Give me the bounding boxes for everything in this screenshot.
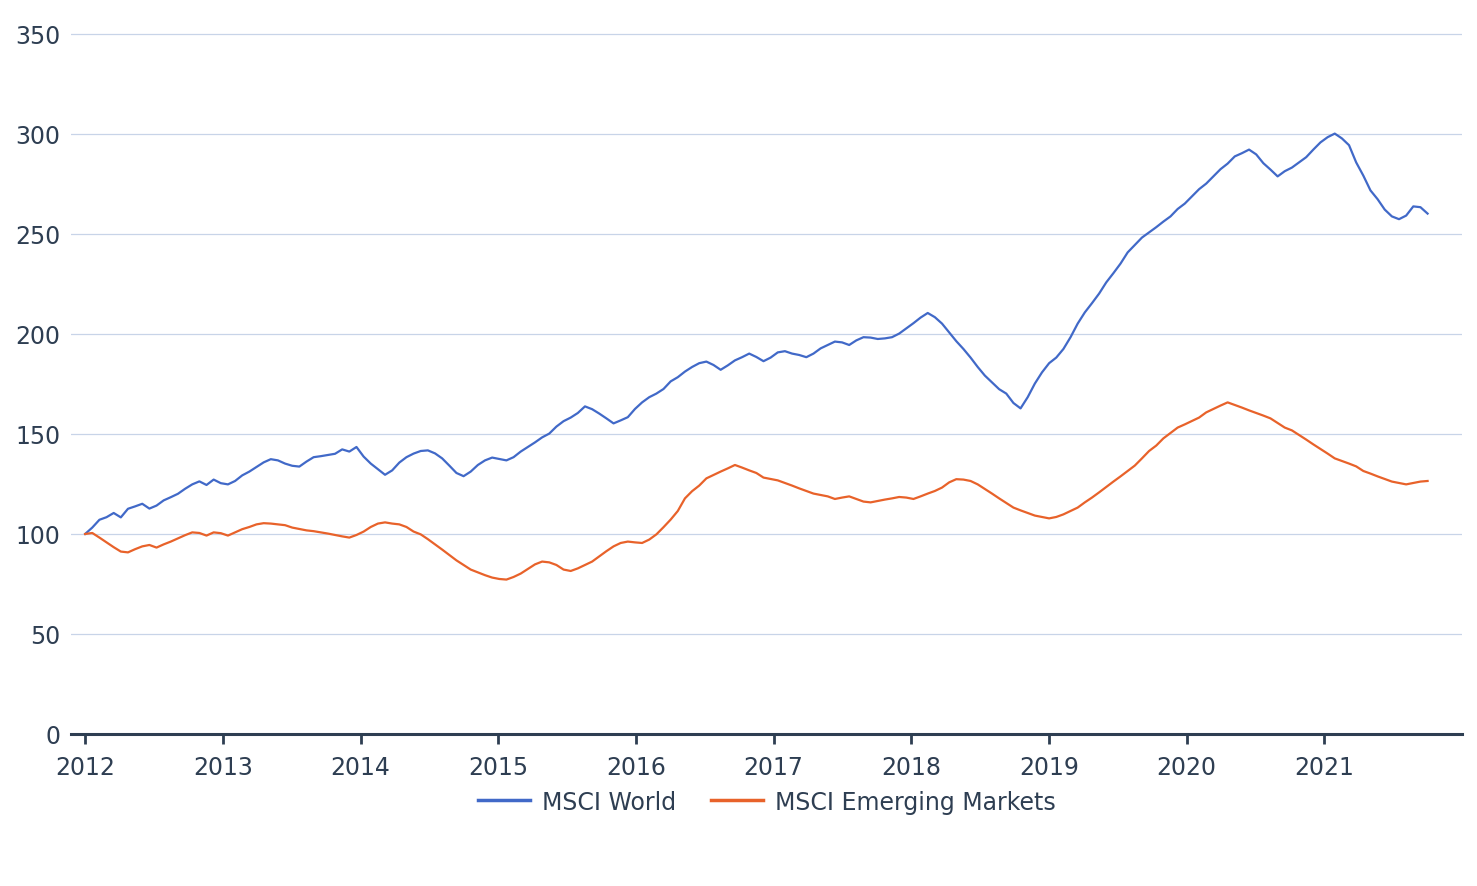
Legend: MSCI World, MSCI Emerging Markets: MSCI World, MSCI Emerging Markets [468,781,1065,823]
